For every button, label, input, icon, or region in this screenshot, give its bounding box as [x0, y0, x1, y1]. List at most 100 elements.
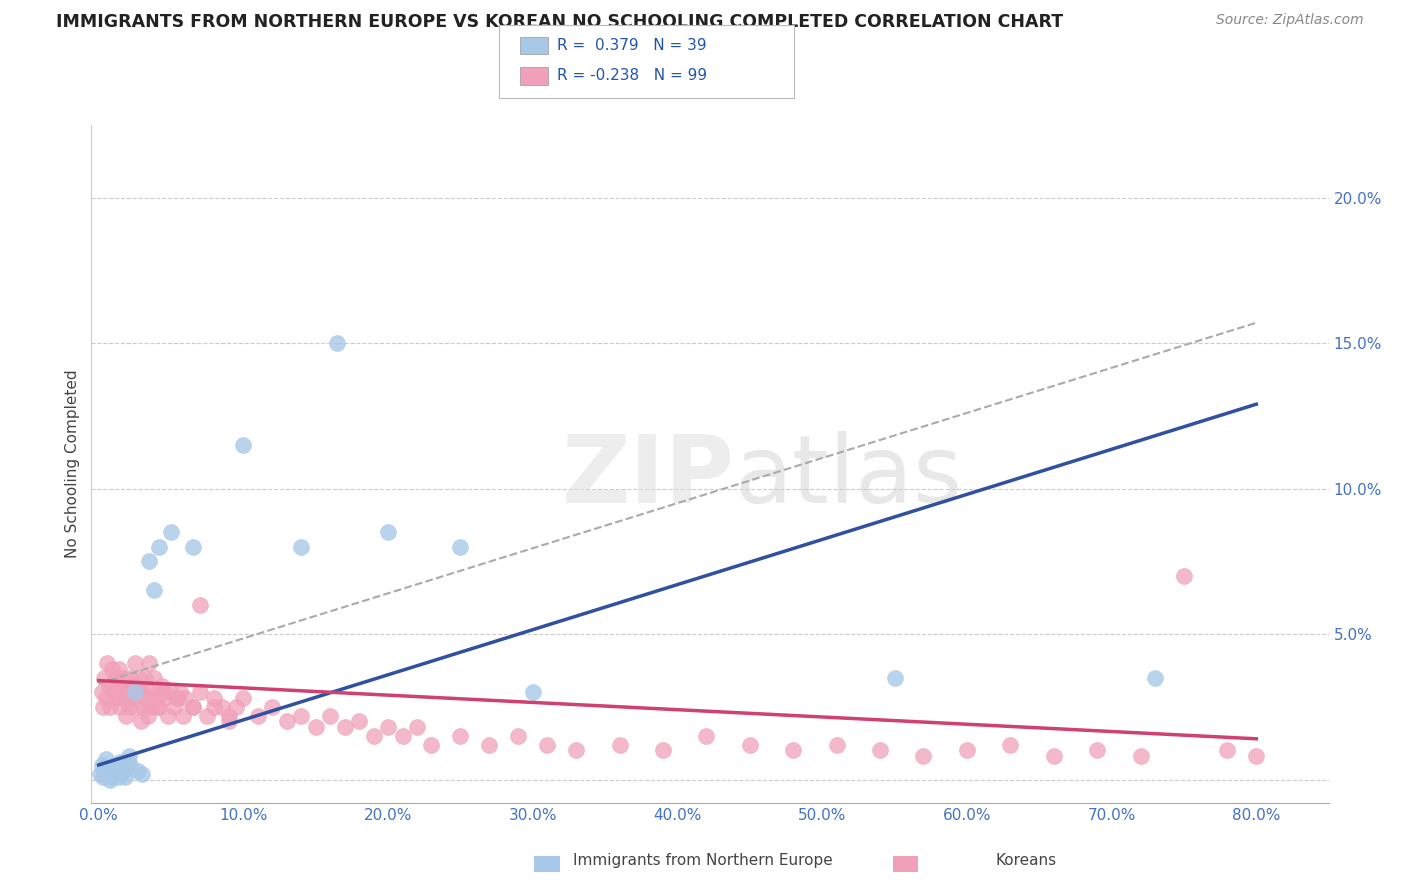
Point: [1143, 671, 1166, 685]
Point: [97, 764, 120, 778]
Point: [1000, 738, 1022, 752]
Point: [93, 764, 115, 778]
Point: [218, 708, 240, 723]
Point: [122, 680, 145, 694]
Point: [290, 708, 312, 723]
Point: [145, 699, 167, 714]
Point: [148, 540, 170, 554]
Point: [181, 699, 204, 714]
Text: Koreans: Koreans: [995, 854, 1057, 868]
Y-axis label: No Schooling Completed: No Schooling Completed: [65, 369, 80, 558]
Point: [94, 691, 117, 706]
Point: [112, 764, 135, 778]
Point: [522, 685, 544, 699]
Point: [181, 540, 204, 554]
Point: [142, 671, 165, 685]
Point: [377, 525, 399, 540]
Point: [124, 656, 146, 670]
Point: [652, 743, 675, 757]
Point: [883, 671, 905, 685]
Point: [166, 691, 188, 706]
Point: [111, 766, 134, 780]
Point: [134, 671, 156, 685]
Point: [188, 685, 211, 699]
Point: [167, 691, 190, 706]
Point: [108, 770, 131, 784]
Text: R = -0.238   N = 99: R = -0.238 N = 99: [557, 69, 707, 83]
Point: [377, 720, 399, 734]
Point: [121, 691, 143, 706]
Point: [94, 752, 117, 766]
Point: [172, 708, 194, 723]
Point: [97, 680, 120, 694]
Point: [1246, 749, 1268, 764]
Point: [1085, 743, 1108, 757]
Point: [232, 438, 254, 452]
Point: [695, 729, 717, 743]
Point: [211, 699, 233, 714]
Point: [127, 764, 149, 778]
Point: [246, 708, 269, 723]
Point: [782, 743, 804, 757]
Point: [96, 656, 118, 670]
Point: [420, 738, 443, 752]
Point: [218, 714, 240, 729]
Point: [111, 685, 134, 699]
Point: [1129, 749, 1152, 764]
Point: [290, 540, 312, 554]
Text: IMMIGRANTS FROM NORTHERN EUROPE VS KOREAN NO SCHOOLING COMPLETED CORRELATION CHA: IMMIGRANTS FROM NORTHERN EUROPE VS KOREA…: [56, 13, 1063, 31]
Point: [127, 685, 149, 699]
Point: [157, 708, 180, 723]
Point: [117, 755, 139, 769]
Point: [98, 699, 121, 714]
Point: [107, 761, 129, 775]
Point: [104, 766, 127, 780]
Point: [141, 691, 163, 706]
Point: [142, 583, 165, 598]
Point: [391, 729, 413, 743]
Point: [1216, 743, 1239, 757]
Point: [125, 699, 148, 714]
Point: [100, 770, 122, 784]
Point: [181, 699, 204, 714]
Point: [956, 743, 979, 757]
Point: [160, 685, 183, 699]
Point: [536, 738, 558, 752]
Point: [136, 708, 159, 723]
Point: [103, 758, 125, 772]
Point: [145, 685, 167, 699]
Point: [276, 714, 298, 729]
Point: [117, 685, 139, 699]
Point: [139, 699, 162, 714]
Point: [128, 671, 150, 685]
Point: [108, 662, 131, 676]
Point: [202, 699, 225, 714]
Point: [406, 720, 429, 734]
Point: [90, 685, 112, 699]
Point: [96, 766, 118, 780]
Point: [103, 671, 125, 685]
Point: [118, 699, 141, 714]
Point: [131, 766, 153, 780]
Point: [118, 749, 141, 764]
Text: ZIP: ZIP: [562, 432, 735, 524]
Point: [114, 691, 136, 706]
Point: [225, 699, 247, 714]
Point: [169, 685, 191, 699]
Point: [305, 720, 328, 734]
Point: [319, 708, 342, 723]
Text: Immigrants from Northern Europe: Immigrants from Northern Europe: [574, 854, 832, 868]
Point: [449, 729, 471, 743]
Point: [153, 691, 176, 706]
Point: [202, 691, 225, 706]
Point: [262, 699, 284, 714]
Point: [449, 540, 471, 554]
Point: [195, 708, 218, 723]
Point: [110, 699, 132, 714]
Point: [104, 691, 127, 706]
Point: [100, 662, 122, 676]
Point: [91, 770, 114, 784]
Point: [160, 525, 183, 540]
Point: [135, 691, 157, 706]
Point: [124, 680, 146, 694]
